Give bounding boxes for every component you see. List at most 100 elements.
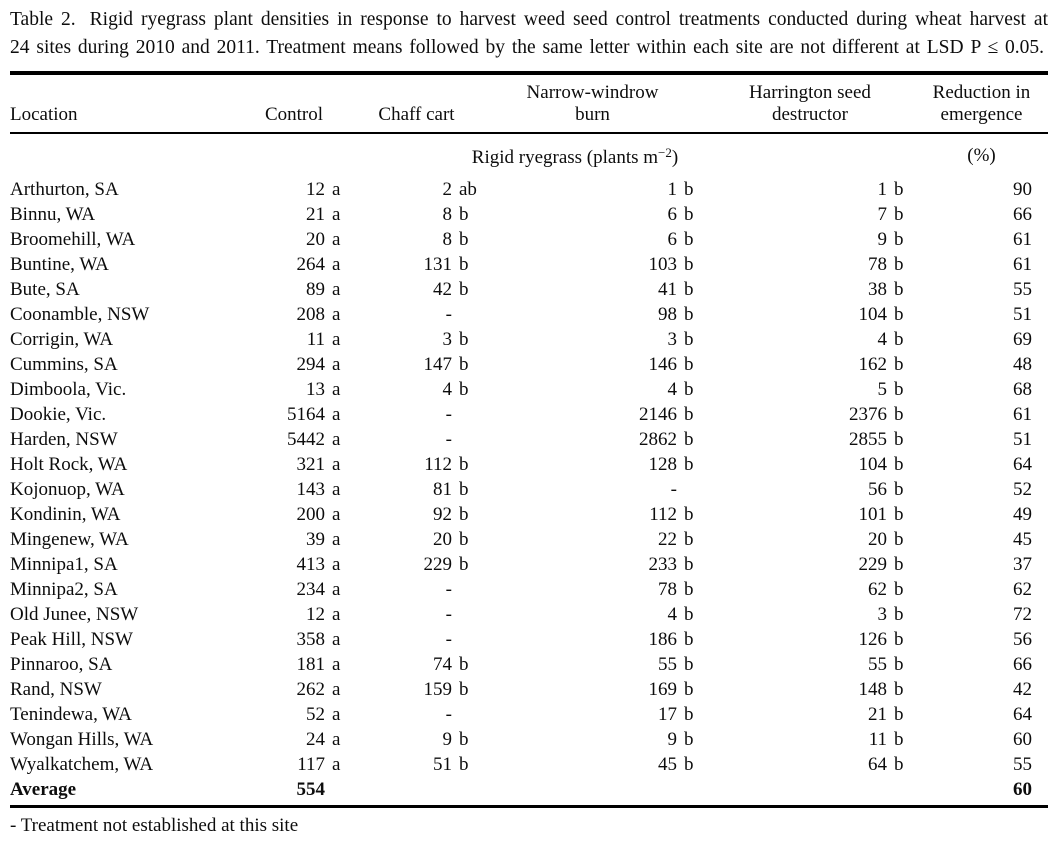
cell-value: 20 — [868, 529, 887, 550]
table-row: Dimboola, Vic. 13 a 4 b 4 b 5 b 68 — [10, 377, 1048, 402]
reduction-cell: 61 — [1013, 229, 1032, 250]
cell-value: 5442 — [287, 429, 325, 450]
significance-letter: b — [894, 554, 904, 575]
chaff-cart-cell: 81 b — [353, 477, 480, 502]
significance-letter: b — [459, 729, 469, 750]
cell-value: 92 — [433, 504, 452, 525]
cell-value: 294 — [296, 354, 326, 375]
location-cell: Tenindewa, WA — [10, 704, 132, 725]
significance-letter: b — [894, 754, 904, 775]
cell-value: 38 — [868, 279, 887, 300]
significance-letter: a — [332, 429, 341, 450]
significance-letter: b — [684, 504, 694, 525]
reduction-cell: 51 — [1013, 429, 1032, 450]
control-cell: 264 a — [235, 252, 353, 277]
cell-value: 45 — [658, 754, 677, 775]
harrington-seed-destructor-cell: 2376 b — [705, 402, 915, 427]
significance-letter: b — [894, 229, 904, 250]
table-row: Minnipa2, SA 234 a - 78 b 62 b 62 — [10, 577, 1048, 602]
cell-value: 42 — [433, 279, 452, 300]
significance-letter: b — [684, 704, 694, 725]
harrington-seed-destructor-cell: 104 b — [705, 452, 915, 477]
chaff-cart-cell: 147 b — [353, 352, 480, 377]
narrow-windrow-burn-cell: 41 b — [480, 277, 705, 302]
harrington-seed-destructor-cell: 148 b — [705, 677, 915, 702]
harrington-seed-destructor-cell: 64 b — [705, 752, 915, 777]
narrow-windrow-burn-cell: - — [480, 477, 705, 502]
cell-value: 143 — [296, 479, 326, 500]
significance-letter: a — [332, 404, 341, 425]
significance-letter: b — [459, 379, 469, 400]
control-cell: 5442 a — [235, 427, 353, 452]
cell-value: 148 — [858, 679, 888, 700]
cell-value: 22 — [658, 529, 677, 550]
significance-letter: b — [684, 279, 694, 300]
units-label-post: ) — [671, 147, 679, 168]
significance-letter: b — [684, 329, 694, 350]
chaff-cart-cell: 159 b — [353, 677, 480, 702]
col-header-harrington-seed-destructor-label: Harrington seed destructor — [749, 82, 871, 125]
reduction-cell: 66 — [1013, 654, 1032, 675]
cell-value: 147 — [423, 354, 453, 375]
chaff-cart-cell: - — [353, 302, 480, 327]
significance-letter: b — [894, 479, 904, 500]
cell-value: 112 — [424, 454, 452, 475]
table-row: Old Junee, NSW 12 a -4 b 3 b 72 — [10, 602, 1048, 627]
significance-letter: b — [894, 329, 904, 350]
significance-letter: b — [894, 179, 904, 200]
col-header-narrow-windrow-burn-label: Narrow-windrow burn — [526, 82, 659, 125]
reduction-cell: 64 — [1013, 704, 1032, 725]
chaff-cart-cell: - — [353, 402, 480, 427]
narrow-windrow-burn-cell: 45 b — [480, 752, 705, 777]
significance-letter: b — [894, 579, 904, 600]
location-cell: Harden, NSW — [10, 429, 118, 450]
cell-value: 5 — [877, 379, 888, 400]
control-cell: 12 a — [235, 602, 353, 627]
significance-letter: a — [332, 204, 341, 225]
col-header-control: Control — [235, 75, 353, 134]
significance-letter: b — [684, 454, 694, 475]
control-cell: 181 a — [235, 652, 353, 677]
location-cell: Minnipa2, SA — [10, 579, 118, 600]
harrington-seed-destructor-cell: 38 b — [705, 277, 915, 302]
table-row: Kojonuop, WA 143 a 81 b - 56 b 52 — [10, 477, 1048, 502]
table-row: Wyalkatchem, WA 117 a 51 b 45 b 64 b 55 — [10, 752, 1048, 777]
col-header-reduction-in-emergence-label: Reduction in emergence — [932, 82, 1031, 125]
narrow-windrow-burn-cell: 55 b — [480, 652, 705, 677]
control-cell: 294 a — [235, 352, 353, 377]
significance-letter: b — [894, 679, 904, 700]
units-label-sup: −2 — [658, 145, 672, 160]
cell-value: 229 — [423, 554, 453, 575]
cell-value: - — [445, 429, 452, 450]
significance-letter: a — [332, 704, 341, 725]
table-footnote: - Treatment not established at this site — [10, 815, 299, 836]
control-cell: 143 a — [235, 477, 353, 502]
chaff-cart-cell: 112 b — [353, 452, 480, 477]
significance-letter: b — [894, 304, 904, 325]
significance-letter: b — [684, 254, 694, 275]
top-rule — [10, 71, 1048, 75]
significance-letter: b — [684, 404, 694, 425]
cell-value: 413 — [296, 554, 326, 575]
cell-value: 2855 — [849, 429, 887, 450]
cell-value: 52 — [306, 704, 325, 725]
significance-letter: a — [332, 179, 341, 200]
significance-letter: b — [459, 679, 469, 700]
significance-letter: b — [894, 454, 904, 475]
narrow-windrow-burn-cell: 233 b — [480, 552, 705, 577]
harrington-seed-destructor-cell: 62 b — [705, 577, 915, 602]
table-row: Harden, NSW 5442 a - 2862 b 2855 b 51 — [10, 427, 1048, 452]
significance-letter: b — [459, 554, 469, 575]
cell-value: 2146 — [639, 404, 677, 425]
cell-value: 89 — [306, 279, 325, 300]
table-row: Peak Hill, NSW 358 a - 186 b 126 b 56 — [10, 627, 1048, 652]
location-cell: Wyalkatchem, WA — [10, 754, 154, 775]
cell-value: 21 — [868, 704, 887, 725]
location-cell: Old Junee, NSW — [10, 604, 139, 625]
average-chaff-cart-cell — [353, 777, 480, 808]
harrington-seed-destructor-cell: 229 b — [705, 552, 915, 577]
significance-letter: a — [332, 279, 341, 300]
location-cell: Mingenew, WA — [10, 529, 129, 550]
